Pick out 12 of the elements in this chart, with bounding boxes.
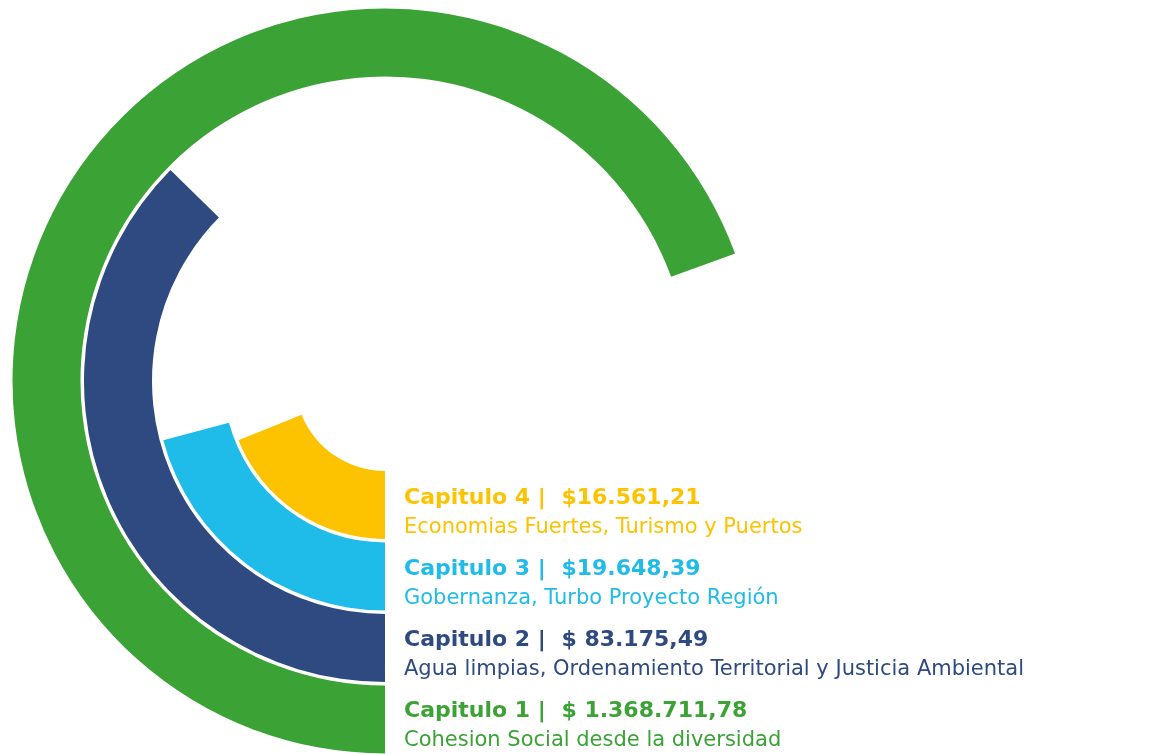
data-label: $16.561,21	[561, 484, 701, 509]
text: Gobernanza, Turbo Proyecto Región	[404, 585, 779, 609]
category-label: Capitulo 3 |	[404, 555, 546, 581]
data-label: $19.648,39	[561, 555, 701, 580]
text: Economias Fuertes, Turismo y Puertos	[404, 514, 803, 538]
category-label: Capitulo 2 |	[404, 626, 546, 652]
data-label: $ 1.368.711,78	[561, 697, 748, 722]
category-label: Capitulo 1 |	[404, 697, 546, 723]
text: Agua limpias, Ordenamiento Territorial y Justicia Ambiental	[404, 656, 1025, 680]
data-label: $ 83.175,49	[561, 626, 709, 651]
text: Cohesion Social desde la diversidad	[404, 727, 782, 751]
category-label: Capitulo 4 |	[404, 484, 546, 510]
